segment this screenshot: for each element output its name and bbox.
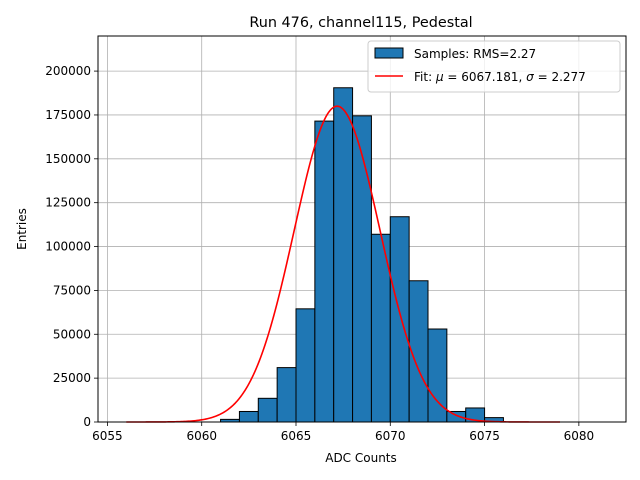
histogram-bar [238,410,259,423]
y-tick-label: 25000 [53,371,91,385]
ticks: 6055 6060 6065 6070 6075 6080 0 25000 50000 75000… [45,64,594,443]
fit-curve [126,105,560,423]
y-axis-label: Entries [15,208,29,250]
legend: Samples: RMS=2.27 Fit: μ = 6067.181, σ =… [367,40,621,93]
axes-frame [97,35,627,423]
legend-box [367,40,621,93]
y-tick-label: 150000 [45,152,91,166]
y-tick-label: 125000 [45,196,91,210]
x-axis-label: ADC Counts [325,451,397,465]
histogram-bar [295,308,316,423]
histogram-bar [389,216,410,423]
histogram-bars [220,87,504,423]
axes [97,35,627,423]
histogram-bar [276,367,297,423]
x-tick-label: 6065 [281,429,312,443]
y-tick-label: 200000 [45,64,91,78]
y-tick-label: 175000 [45,108,91,122]
y-tick-label: 100000 [45,240,91,254]
legend-patch-samples [374,47,404,59]
x-tick-label: 6070 [375,429,406,443]
chart-title: Run 476, channel115, Pedestal [249,15,472,31]
histogram-bar [257,397,278,423]
fit-curve-group [126,105,560,423]
legend-label-samples: Samples: RMS=2.27 [414,47,536,61]
x-tick-label: 6060 [186,429,217,443]
x-tick-label: 6055 [92,429,123,443]
legend-label-fit: Fit: μ = 6067.181, σ = 2.277 [414,70,586,84]
x-tick-label: 6080 [564,429,595,443]
x-tick-label: 6075 [469,429,500,443]
histogram-bar [333,87,354,423]
histogram-bar [446,410,467,423]
y-tick-label: 50000 [53,327,91,341]
y-tick-label: 75000 [53,283,91,297]
y-tick-label: 0 [83,415,91,429]
histogram-bar [314,120,335,423]
histogram-bar [352,115,372,423]
